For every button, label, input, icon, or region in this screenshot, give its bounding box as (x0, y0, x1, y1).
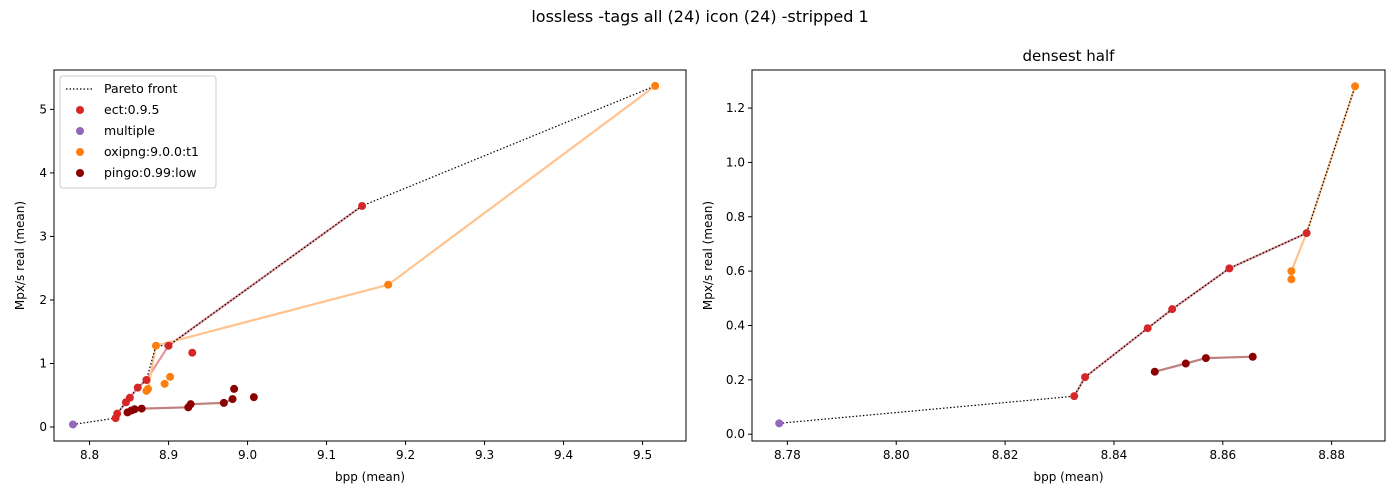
x-tick-label: 8.86 (1209, 448, 1236, 462)
x-tick-label: 9.4 (554, 448, 573, 462)
figure-title: lossless -tags all (24) icon (24) -strip… (531, 7, 869, 26)
data-point (1081, 373, 1090, 382)
y-tick-label: 0.4 (726, 318, 745, 332)
data-point (113, 409, 122, 418)
legend-label: multiple (104, 123, 155, 138)
data-point (151, 341, 160, 350)
data-point (651, 81, 660, 90)
legend-dot-swatch (76, 169, 84, 177)
x-tick-label: 8.80 (883, 448, 910, 462)
chart-title: densest half (1023, 47, 1116, 65)
x-tick-label: 9.2 (396, 448, 415, 462)
legend: Pareto front ect:0.9.5 multiple oxipng:9.0.… (59, 75, 217, 189)
y-tick-label: 1 (39, 356, 47, 370)
data-point (1150, 367, 1159, 376)
y-axis-label: Mpx/s real (mean) (13, 201, 27, 310)
data-point (142, 376, 151, 385)
y-tick-label: 0 (39, 420, 47, 434)
y-tick-label: 0.6 (726, 264, 745, 278)
x-tick-label: 8.88 (1318, 448, 1345, 462)
legend-label: oxipng:9.0.0:t1 (104, 144, 199, 159)
series-line (114, 205, 363, 419)
data-point (230, 384, 239, 393)
plot-frame (53, 69, 687, 442)
data-point (1070, 392, 1079, 401)
data-point (133, 383, 142, 392)
legend-label: ect:0.9.5 (104, 102, 159, 117)
data-point (164, 341, 173, 350)
y-tick-label: 4 (39, 166, 47, 180)
data-point (130, 405, 139, 414)
data-point (1168, 305, 1177, 314)
data-point (166, 372, 175, 381)
series-line (1154, 355, 1253, 373)
x-tick-label: 8.8 (80, 448, 99, 462)
data-point (137, 404, 146, 413)
data-point (249, 393, 258, 402)
x-tick-label: 8.9 (159, 448, 178, 462)
data-point (1302, 229, 1311, 238)
x-tick-label: 8.78 (774, 448, 801, 462)
series-line (1290, 85, 1357, 280)
data-point (1201, 354, 1210, 363)
x-tick-label: 9.1 (317, 448, 336, 462)
plot-frame (751, 69, 1386, 442)
x-tick-label: 9.5 (633, 448, 652, 462)
data-point (188, 348, 197, 357)
y-tick-label: 1.2 (726, 101, 745, 115)
x-axis-label: bpp (mean) (1033, 470, 1103, 484)
y-tick-label: 0.2 (726, 373, 745, 387)
data-point (228, 395, 237, 404)
chart-panel-1: 8.8 8.9 9.0 9.1 9.2 9.3 9.4 9.5 0 1 2 3 4 5 bpp (mean)… (13, 69, 687, 484)
data-point (160, 379, 169, 388)
x-axis-label: bpp (mean) (335, 470, 405, 484)
x-tick-label: 9.3 (475, 448, 494, 462)
x-tick-label: 9.0 (238, 448, 257, 462)
legend-label: pingo:0.99:low (104, 165, 197, 180)
data-point (1143, 324, 1152, 333)
y-tick-label: 2 (39, 293, 47, 307)
data-point (775, 419, 784, 428)
y-tick-label: 0.8 (726, 210, 745, 224)
data-point (144, 384, 153, 393)
legend-box (59, 75, 217, 189)
y-tick-label: 1.0 (726, 155, 745, 169)
data-point (1287, 275, 1296, 284)
series-line (145, 85, 656, 392)
legend-dot-swatch (76, 127, 84, 135)
x-tick-label: 8.82 (992, 448, 1019, 462)
data-point (186, 400, 195, 409)
y-tick-label: 0.0 (726, 427, 745, 441)
data-point (1351, 82, 1360, 91)
series-line (1073, 232, 1308, 397)
data-point (219, 398, 228, 407)
legend-dot-swatch (76, 106, 84, 114)
pareto-front-line (779, 86, 1356, 424)
data-point (1181, 359, 1190, 368)
data-point (384, 280, 393, 289)
chart-panel-2: densest half 8.78 8.80 8.82 8.84 8.86 8.88 0.0 0… (701, 47, 1386, 484)
data-point (1287, 267, 1296, 276)
data-point (68, 420, 77, 429)
data-point (1248, 352, 1257, 361)
data-point (358, 201, 367, 210)
x-tick-label: 8.84 (1101, 448, 1128, 462)
legend-label: Pareto front (104, 81, 178, 96)
legend-dot-swatch (76, 148, 84, 156)
y-axis-label: Mpx/s real (mean) (701, 201, 715, 310)
y-tick-label: 3 (39, 229, 47, 243)
y-tick-label: 5 (39, 102, 47, 116)
data-point (125, 393, 134, 402)
data-point (1225, 264, 1234, 273)
